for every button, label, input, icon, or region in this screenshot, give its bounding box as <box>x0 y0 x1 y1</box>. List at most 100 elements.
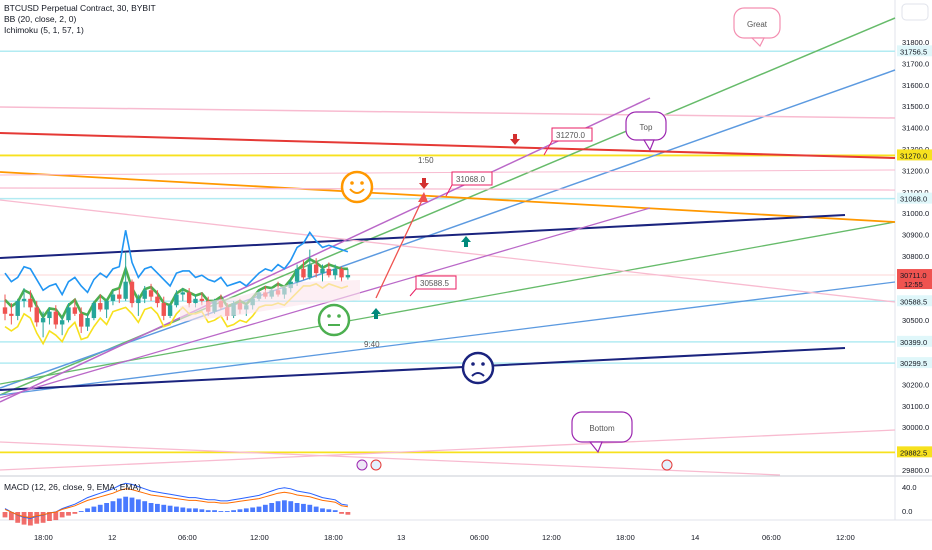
price-label-bg <box>897 446 932 458</box>
candle-body <box>28 298 33 308</box>
trend-line <box>0 97 651 403</box>
legend-symbol[interactable]: BTCUSD Perpetual Contract, 30, BYBIT <box>4 3 156 13</box>
flag-us-icon <box>661 459 673 471</box>
macd-bar <box>34 512 40 524</box>
price-tick-label: 31100.0 <box>902 188 929 197</box>
price-label-bg <box>897 295 932 307</box>
price-tick-label: 29800.0 <box>902 466 929 475</box>
candle-body <box>15 300 20 316</box>
arrow-up-icon <box>371 308 381 319</box>
macd-bar <box>66 512 71 516</box>
price-label: 30399.0 <box>900 338 927 347</box>
macd-bar <box>97 504 103 512</box>
time-tick-label: 06:00 <box>470 533 489 542</box>
macd-bar <box>85 508 90 512</box>
ichimoku-cloud <box>180 280 360 322</box>
trend-line <box>0 221 896 385</box>
candle-body <box>294 268 300 282</box>
trend-line <box>0 169 896 176</box>
candle-body <box>148 290 154 297</box>
price-label-bg <box>897 192 932 204</box>
macd-bar <box>8 512 14 521</box>
macd-bar <box>2 512 8 518</box>
macd-bar <box>275 501 281 512</box>
macd-bar <box>237 509 243 512</box>
smiley-neutral-icon <box>317 303 351 337</box>
price-label: 31068.0 <box>900 195 927 204</box>
macd-bar <box>180 507 186 512</box>
macd-bar <box>155 503 160 512</box>
macd-bar <box>129 497 135 512</box>
smiley-happy-icon-mouth <box>349 188 365 194</box>
candle-body <box>104 300 109 310</box>
candle-body <box>98 303 103 310</box>
smiley-sad-icon-mouth <box>471 372 485 377</box>
candle-body <box>333 268 338 276</box>
time-tick-label: 12 <box>108 533 116 542</box>
price-tick-label: 31400.0 <box>902 124 929 133</box>
candle-body <box>85 318 90 327</box>
pricebox-pointer <box>409 288 417 297</box>
lightning-icon <box>356 459 368 471</box>
candle-body <box>129 281 135 304</box>
smiley-sad-icon-eye <box>481 362 485 366</box>
pricebox-pointer <box>543 140 553 156</box>
macd-bar <box>186 508 192 512</box>
candle-body <box>72 307 78 314</box>
time-tick-label: 12:00 <box>836 533 855 542</box>
macd-bar <box>301 503 306 512</box>
price-tick-label: 30100.0 <box>902 402 929 411</box>
macd-bar <box>269 503 275 512</box>
candle-body <box>167 305 173 316</box>
callout-bottom-text: Bottom <box>589 424 615 433</box>
price-tick-label: 30900.0 <box>902 231 929 240</box>
macd-bar <box>345 512 351 515</box>
scale-settings-icon <box>901 3 929 21</box>
legend-macd[interactable]: MACD (12, 26, close, 9, EMA, EMA) <box>4 482 141 492</box>
callout-great-text: Great <box>747 20 768 29</box>
macd-bar <box>332 510 338 512</box>
macd-bar <box>282 500 287 512</box>
macd-bar <box>47 512 52 521</box>
candle-body <box>320 268 325 274</box>
price-tick-label: 30000.0 <box>902 423 929 432</box>
trend-line <box>0 214 846 259</box>
macd-bar <box>193 508 198 512</box>
time-tick-label: 14 <box>691 533 699 542</box>
smiley-neutral-icon-eye <box>337 314 341 318</box>
time-tick-label: 18:00 <box>616 533 635 542</box>
macd-bar <box>110 501 116 512</box>
macd-bar <box>148 503 154 512</box>
price-label: 29882.5 <box>900 448 927 457</box>
macd-bar <box>123 496 129 512</box>
macd-bar <box>15 512 21 523</box>
candle-body <box>180 292 185 295</box>
candle-body <box>313 264 319 274</box>
time-tick-label: 12:00 <box>542 533 561 542</box>
price-label-bg <box>897 45 932 57</box>
trend-line <box>0 281 896 396</box>
legend-bb[interactable]: BB (20, close, 2, 0) <box>4 14 77 24</box>
candle-body <box>339 268 344 278</box>
projection-arrowhead <box>418 192 428 202</box>
pricebox-31068-text: 31068.0 <box>456 175 485 184</box>
time-tick-label: 18:00 <box>34 533 53 542</box>
macd-bar <box>212 510 217 512</box>
time-tick-label: 18:00 <box>324 533 343 542</box>
legend-ichimoku[interactable]: Ichimoku (5, 1, 57, 1) <box>4 25 84 35</box>
time-annotation-2: 9:40 <box>364 340 380 349</box>
candle-body <box>136 298 141 304</box>
macd-bar <box>218 511 224 512</box>
macd-bar <box>339 512 344 514</box>
macd-bar <box>21 512 27 525</box>
time-tick-label: 12:00 <box>250 533 269 542</box>
macd-bar <box>205 510 211 512</box>
macd-bar <box>294 503 300 512</box>
macd-bar <box>104 503 109 512</box>
smiley-happy-icon <box>340 170 374 204</box>
macd-bar <box>174 506 179 512</box>
trend-line <box>0 187 896 191</box>
trend-line <box>0 69 896 389</box>
macd-bar <box>231 510 236 512</box>
